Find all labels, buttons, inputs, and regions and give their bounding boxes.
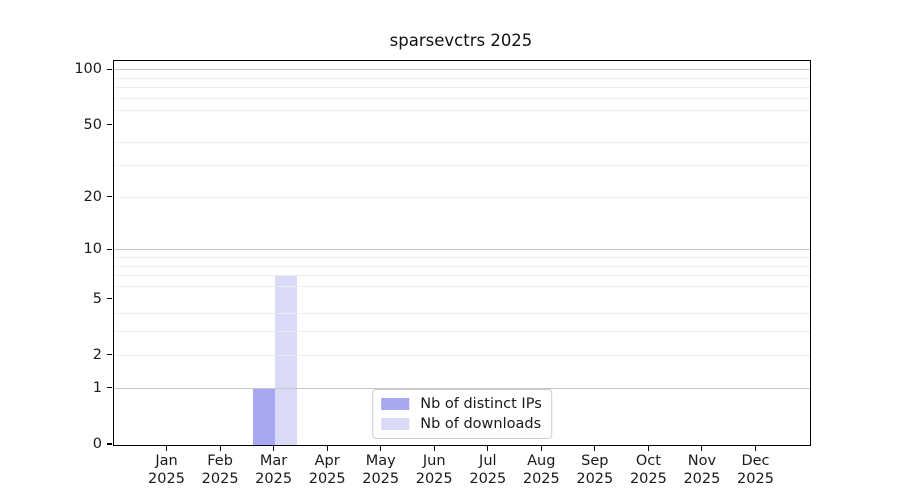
y-tick-mark-1 [106, 387, 112, 389]
x-tick-label-jun: Jun 2025 [415, 453, 453, 487]
x-tick-label-oct: Oct 2025 [629, 453, 667, 487]
gridline-6 [114, 285, 810, 287]
bar-distinct-ips-mar [252, 388, 275, 445]
y-tick-label-1: 1 [92, 379, 102, 396]
gridline-7 [114, 275, 810, 277]
gridline-2 [114, 354, 810, 356]
gridline-40 [114, 142, 810, 144]
gridline-8 [114, 265, 810, 267]
x-tick-label-dec: Dec 2025 [737, 453, 774, 487]
y-tick-label-10: 10 [83, 241, 102, 258]
legend-item-downloads: Nb of downloads [381, 416, 542, 432]
x-tick-label-feb: Feb 2025 [201, 453, 239, 487]
y-tick-mark-10 [106, 248, 112, 250]
x-tick-mark-nov [701, 445, 703, 451]
bars-layer [114, 61, 810, 445]
gridline-1 [114, 387, 810, 389]
x-tick-label-jul: Jul 2025 [469, 453, 507, 487]
x-tick-label-sep: Sep 2025 [576, 453, 614, 487]
x-tick-mark-jun [433, 445, 435, 451]
gridline-60 [114, 110, 810, 112]
legend-label-distinct-ips: Nb of distinct IPs [420, 396, 542, 412]
legend-label-downloads: Nb of downloads [420, 416, 542, 432]
x-tick-mark-mar [273, 445, 275, 451]
x-tick-mark-oct [647, 445, 649, 451]
y-tick-label-100: 100 [74, 61, 102, 78]
x-tick-label-jan: Jan 2025 [148, 453, 185, 487]
y-tick-mark-100 [106, 68, 112, 70]
y-tick-mark-20 [106, 196, 112, 198]
gridline-9 [114, 257, 810, 258]
y-tick-label-50: 50 [83, 116, 102, 133]
gridline-90 [114, 77, 810, 79]
y-tick-label-5: 5 [92, 290, 102, 307]
legend-swatch-distinct-ips [381, 398, 410, 410]
x-tick-mark-jan [165, 445, 168, 451]
y-tick-label-2: 2 [92, 346, 102, 363]
y-tick-label-0: 0 [92, 436, 102, 452]
x-tick-label-apr: Apr 2025 [308, 453, 346, 487]
gridlines-layer [114, 61, 810, 445]
legend-item-distinct-ips: Nb of distinct IPs [381, 396, 542, 412]
plot-area: Nb of distinct IPs Nb of downloads [113, 60, 811, 446]
x-tick-mark-sep [594, 445, 596, 451]
gridline-4 [114, 313, 810, 315]
x-tick-label-aug: Aug 2025 [522, 453, 560, 487]
x-tick-mark-jul [487, 445, 489, 451]
gridline-20 [114, 196, 810, 198]
gridline-3 [114, 331, 810, 333]
x-tick-mark-dec [754, 445, 757, 451]
y-tick-mark-5 [106, 297, 112, 300]
gridline-10 [114, 249, 810, 251]
bar-downloads-mar [274, 276, 297, 445]
x-tick-mark-may [380, 445, 382, 451]
x-tick-label-mar: Mar 2025 [255, 453, 293, 487]
y-tick-label-20: 20 [83, 188, 102, 205]
gridline-70 [114, 97, 810, 99]
gridline-30 [114, 165, 810, 167]
y-tick-mark-0 [106, 443, 112, 445]
legend: Nb of distinct IPs Nb of downloads [372, 389, 552, 439]
x-tick-mark-apr [326, 445, 328, 451]
gridline-100 [114, 69, 810, 71]
x-tick-label-may: May 2025 [362, 453, 400, 487]
legend-swatch-downloads [381, 418, 410, 430]
gridline-80 [114, 87, 810, 88]
y-tick-mark-2 [106, 354, 112, 356]
y-tick-mark-50 [106, 124, 112, 126]
x-tick-mark-aug [540, 445, 542, 451]
x-tick-mark-feb [219, 445, 221, 451]
x-tick-label-nov: Nov 2025 [683, 453, 721, 487]
chart-title: sparsevctrs 2025 [389, 31, 533, 50]
